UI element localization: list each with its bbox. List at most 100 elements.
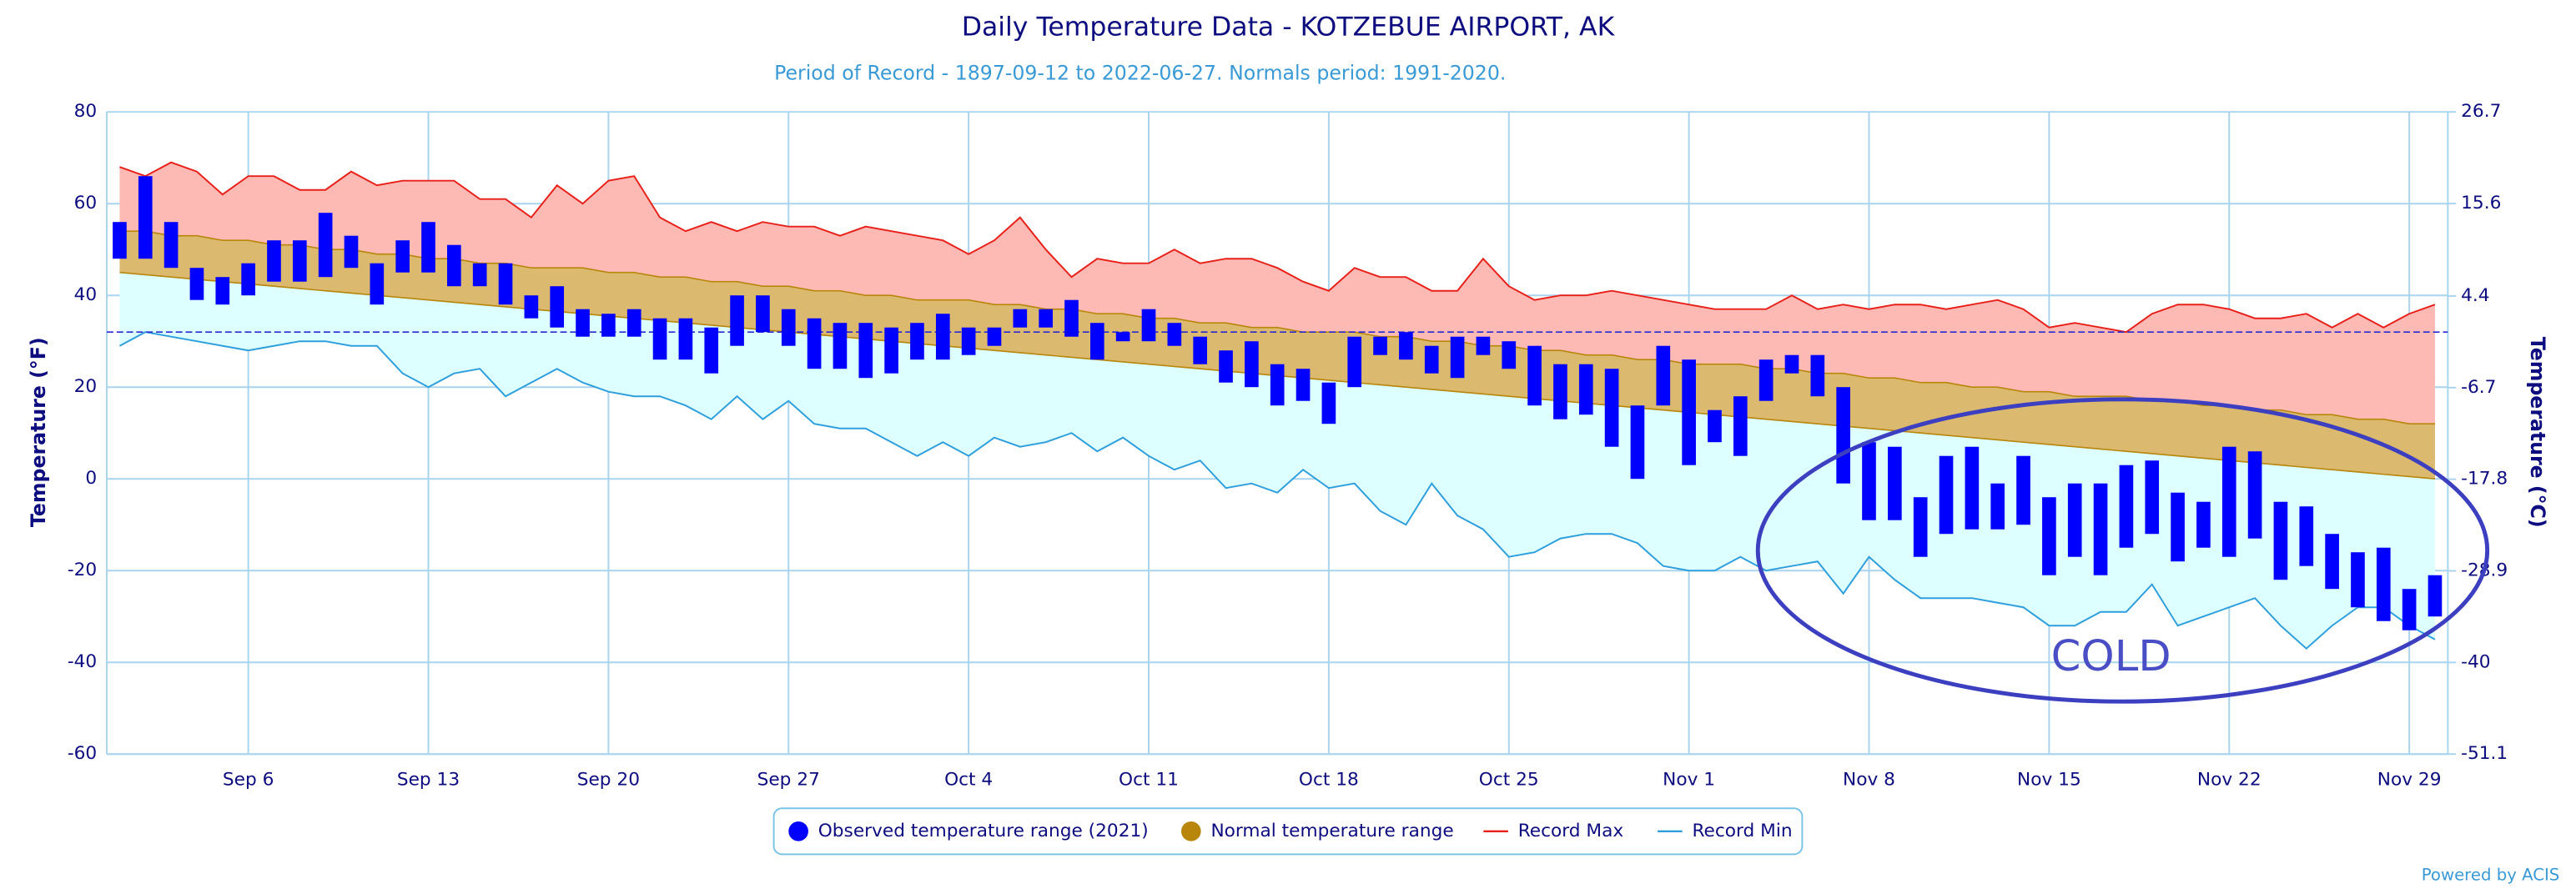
observed-bar bbox=[2428, 575, 2443, 617]
observed-bar bbox=[2351, 552, 2365, 608]
y-tick-label: -40 bbox=[68, 651, 97, 672]
y-tick-label: -20 bbox=[68, 560, 97, 580]
observed-bar bbox=[2145, 460, 2160, 535]
normal-range-area bbox=[119, 231, 2435, 480]
record-min-area bbox=[119, 272, 2435, 649]
legend-label: Record Max bbox=[1518, 821, 1624, 841]
y-tick-label: 40 bbox=[74, 284, 98, 305]
observed-bar bbox=[2067, 483, 2082, 557]
legend-label: Record Min bbox=[1692, 821, 1792, 841]
observed-bar bbox=[652, 318, 667, 360]
observed-bar bbox=[164, 222, 179, 269]
observed-bar bbox=[318, 213, 333, 278]
y2-tick-label: -17.8 bbox=[2461, 469, 2508, 490]
observed-bar bbox=[2376, 547, 2391, 621]
observed-bar bbox=[1784, 354, 1799, 374]
observed-bar bbox=[1167, 323, 1182, 346]
observed-bar bbox=[1913, 497, 1928, 557]
observed-bar bbox=[1965, 446, 1980, 530]
y2-axis-title: Temperature (°C) bbox=[2526, 337, 2549, 528]
observed-bar bbox=[833, 323, 848, 369]
observed-bar bbox=[2119, 465, 2134, 548]
observed-bar bbox=[1708, 409, 1722, 443]
observed-bar bbox=[1245, 341, 1259, 388]
observed-bar bbox=[1656, 345, 1671, 406]
observed-bar bbox=[1039, 309, 1053, 328]
observed-bar bbox=[344, 235, 359, 269]
observed-bar bbox=[2042, 497, 2056, 575]
observed-bar bbox=[550, 286, 565, 328]
observed-bar bbox=[189, 268, 204, 300]
observed-bar bbox=[2171, 492, 2185, 562]
legend-marker bbox=[1180, 821, 1201, 841]
legend-label: Normal temperature range bbox=[1210, 821, 1453, 841]
observed-bar bbox=[1502, 341, 1517, 369]
observed-bar bbox=[935, 314, 950, 360]
observed-bar bbox=[1373, 336, 1387, 355]
observed-bar bbox=[215, 277, 230, 305]
x-tick-label: Nov 22 bbox=[2197, 770, 2262, 791]
y-tick-label: -60 bbox=[68, 743, 97, 764]
observed-bar bbox=[1604, 369, 1619, 447]
observed-bar bbox=[2016, 455, 2030, 525]
observed-bar bbox=[138, 176, 153, 259]
y-axis-title: Temperature (°F) bbox=[27, 337, 50, 527]
observed-bar bbox=[678, 318, 693, 360]
observed-bar bbox=[370, 263, 385, 305]
observed-bar bbox=[858, 323, 873, 379]
observed-bar bbox=[1064, 299, 1079, 337]
observed-bar bbox=[1682, 359, 1696, 465]
legend-box bbox=[772, 807, 1804, 856]
observed-bar bbox=[1399, 332, 1413, 360]
observed-bar bbox=[1810, 354, 1825, 397]
x-tick-label: Oct 4 bbox=[944, 770, 993, 791]
observed-bar bbox=[1141, 309, 1156, 342]
observed-bar bbox=[1758, 359, 1774, 401]
observed-bar bbox=[961, 327, 976, 355]
x-tick-label: Nov 29 bbox=[2377, 770, 2442, 791]
observed-bar bbox=[1013, 309, 1028, 328]
y-tick-label: 20 bbox=[74, 376, 98, 397]
observed-bar bbox=[1115, 332, 1130, 342]
observed-bar bbox=[1990, 483, 2005, 530]
normal-high-line bbox=[119, 230, 2435, 424]
observed-bar bbox=[2325, 534, 2339, 590]
observed-bar bbox=[1630, 405, 1645, 480]
legend-marker bbox=[788, 821, 808, 841]
observed-bar bbox=[910, 323, 924, 360]
x-tick-label: Oct 25 bbox=[1479, 770, 1539, 791]
observed-bar bbox=[524, 295, 539, 319]
observed-bar bbox=[1476, 336, 1491, 355]
observed-bar bbox=[1939, 455, 1954, 535]
x-tick-label: Sep 27 bbox=[757, 770, 820, 791]
observed-bar bbox=[781, 309, 796, 346]
observed-bar bbox=[1578, 364, 1593, 415]
observed-bar bbox=[1219, 350, 1233, 383]
x-tick-label: Nov 15 bbox=[2017, 770, 2081, 791]
y-tick-label: 0 bbox=[85, 468, 97, 489]
observed-bar bbox=[2299, 506, 2314, 566]
observed-bar bbox=[1450, 336, 1465, 379]
observed-bar bbox=[601, 314, 616, 337]
observed-bar bbox=[472, 263, 487, 287]
observed-bar bbox=[884, 327, 898, 374]
observed-bar bbox=[241, 263, 255, 296]
observed-bar bbox=[113, 222, 127, 259]
observed-bar bbox=[1270, 364, 1285, 406]
observed-bar bbox=[498, 263, 513, 305]
x-tick-label: Oct 18 bbox=[1299, 770, 1359, 791]
observed-bar bbox=[421, 222, 435, 273]
observed-bar bbox=[447, 244, 461, 287]
y2-tick-label: 15.6 bbox=[2461, 193, 2501, 213]
observed-bar bbox=[1733, 396, 1748, 456]
observed-bar bbox=[730, 295, 744, 346]
observed-bar bbox=[807, 318, 822, 369]
observed-bar bbox=[987, 327, 1002, 346]
y2-tick-label: -51.1 bbox=[2461, 743, 2508, 764]
x-tick-label: Oct 11 bbox=[1119, 770, 1179, 791]
observed-bar bbox=[756, 295, 770, 333]
observed-bar bbox=[395, 240, 410, 273]
observed-bar bbox=[626, 309, 641, 337]
y-tick-label: 80 bbox=[74, 101, 98, 122]
